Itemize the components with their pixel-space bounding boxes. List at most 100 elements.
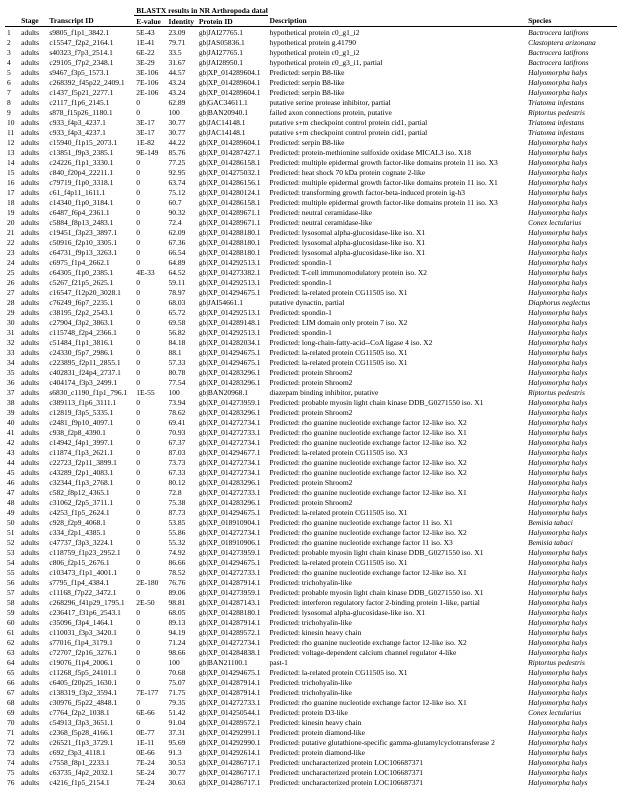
- cell-protein-id: gb|XP_014273959.1: [197, 547, 268, 557]
- cell-description: Predicted: uncharacterized protein LOC10…: [268, 767, 527, 777]
- cell-description: Predicted: spondin-1: [268, 327, 527, 337]
- cell-protein-id: gb|XP_014280124.1: [197, 187, 268, 197]
- cell-protein-id: gb|XP_014287914.1: [197, 677, 268, 687]
- cell-stage: adults: [19, 337, 47, 347]
- cell-stage: adults: [19, 667, 47, 677]
- cell-description: Predicted: trichohyalin-like: [268, 687, 527, 697]
- cell-evalue: 0: [134, 157, 166, 167]
- cell-evalue: 2E-180: [134, 577, 166, 587]
- cell-stage: adults: [19, 767, 47, 777]
- cell-transcript-id: s7795_f1p4_4384.1: [47, 577, 134, 587]
- cell-protein-id: gb|XP_014289148.1: [197, 317, 268, 327]
- cell-stage: adults: [19, 77, 47, 87]
- cell-num: 45: [5, 467, 19, 477]
- cell-protein-id: gb|XP_014286158.1: [197, 157, 268, 167]
- cell-num: 76: [5, 777, 19, 787]
- cell-species: Halyomorpha halys: [526, 767, 617, 777]
- cell-stage: adults: [19, 507, 47, 517]
- cell-transcript-id: c4253_f1p5_2624.1: [47, 507, 134, 517]
- cell-evalue: 2E-106: [134, 87, 166, 97]
- cell-description: Predicted: protein Shroom2: [268, 407, 527, 417]
- cell-identity: 43.24: [167, 87, 197, 97]
- cell-species: Halyomorpha halys: [526, 677, 617, 687]
- cell-stage: adults: [19, 457, 47, 467]
- cell-description: Predicted: la-related protein CG11505 is…: [268, 357, 527, 367]
- cell-species: Halyomorpha halys: [526, 367, 617, 377]
- cell-identity: 73.73: [167, 457, 197, 467]
- table-row: 11adultsc933_f4p3_4237.13E-1730.77gb|JAC…: [5, 127, 617, 137]
- table-row: 15adultsc840_f20p4_22211.1092.95gb|XP_01…: [5, 167, 617, 177]
- cell-num: 52: [5, 537, 19, 547]
- cell-transcript-id: c30976_f5p22_4848.1: [47, 697, 134, 707]
- cell-protein-id: gb|XP_014272734.1: [197, 457, 268, 467]
- cell-identity: 44.57: [167, 67, 197, 77]
- cell-species: Triatoma infestans: [526, 127, 617, 137]
- cell-evalue: 0: [134, 617, 166, 627]
- cell-protein-id: gb|XP_014292513.1: [197, 327, 268, 337]
- cell-identity: 91.04: [167, 717, 197, 727]
- cell-description: Predicted: lysosomal alpha-glucosidase-l…: [268, 607, 527, 617]
- cell-protein-id: gb|XP_014272734.1: [197, 467, 268, 477]
- cell-species: Halyomorpha halys: [526, 507, 617, 517]
- cell-transcript-id: c268392_f45p22_2409.1: [47, 77, 134, 87]
- cell-identity: 100: [167, 107, 197, 117]
- cell-transcript-id: c22723_f2p11_3899.1: [47, 457, 134, 467]
- cell-transcript-id: c14340_f1p0_3184.1: [47, 197, 134, 207]
- cell-identity: 87.03: [167, 447, 197, 457]
- cell-evalue: 1E-55: [134, 387, 166, 397]
- cell-evalue: 0: [134, 287, 166, 297]
- cell-species: Halyomorpha halys: [526, 577, 617, 587]
- cell-description: Predicted: la-related protein CG11505 is…: [268, 287, 527, 297]
- cell-stage: adults: [19, 397, 47, 407]
- cell-description: Predicted: rho guanine nucleotide exchan…: [268, 487, 527, 497]
- cell-num: 2: [5, 37, 19, 47]
- cell-stage: adults: [19, 497, 47, 507]
- cell-species: Halyomorpha halys: [526, 527, 617, 537]
- cell-evalue: 0: [134, 297, 166, 307]
- table-row: 56adultss7795_f1p4_4384.12E-18076.76gb|X…: [5, 577, 617, 587]
- cell-evalue: 3E-106: [134, 67, 166, 77]
- cell-transcript-id: c12819_f3p5_5335.1: [47, 407, 134, 417]
- cell-identity: 71.75: [167, 687, 197, 697]
- cell-protein-id: gb|XP_014292513.1: [197, 307, 268, 317]
- cell-species: Halyomorpha halys: [526, 757, 617, 767]
- cell-identity: 65.72: [167, 307, 197, 317]
- cell-evalue: 0: [134, 167, 166, 177]
- cell-num: 9: [5, 107, 19, 117]
- cell-num: 47: [5, 487, 19, 497]
- cell-protein-id: gb|XP_014283296.1: [197, 477, 268, 487]
- cell-transcript-id: c13851_f9p3_2385.1: [47, 147, 134, 157]
- table-row: 30adultsc27904_f3p2_3863.1069.58gb|XP_01…: [5, 317, 617, 327]
- table-row: 32adultsc51484_f1p1_3816.1084.18gb|XP_01…: [5, 337, 617, 347]
- cell-description: Predicted: rho guanine nucleotide exchan…: [268, 527, 527, 537]
- cell-evalue: 0: [134, 627, 166, 637]
- cell-protein-id: gb|XP_014286717.1: [197, 767, 268, 777]
- table-row: 24adultsc6975_f1p4_2662.1064.89gb|XP_014…: [5, 257, 617, 267]
- col-desc: Description: [268, 16, 527, 27]
- cell-species: Halyomorpha halys: [526, 317, 617, 327]
- cell-num: 28: [5, 297, 19, 307]
- cell-num: 29: [5, 307, 19, 317]
- cell-evalue: 7E-106: [134, 77, 166, 87]
- cell-protein-id: gb|JAI28950.1: [197, 57, 268, 67]
- cell-transcript-id: s77016_f1p4_3179.1: [47, 637, 134, 647]
- cell-identity: 79.71: [167, 37, 197, 47]
- cell-species: Bactrocera latifrons: [526, 27, 617, 38]
- cell-species: Halyomorpha halys: [526, 177, 617, 187]
- cell-transcript-id: c24330_f5p7_2986.1: [47, 347, 134, 357]
- cell-num: 42: [5, 437, 19, 447]
- cell-transcript-id: c2481_f9p10_4097.1: [47, 417, 134, 427]
- cell-protein-id: gb|XP_014287143.1: [197, 597, 268, 607]
- cell-description: Predicted: la-related protein CG11505 is…: [268, 447, 527, 457]
- cell-species: Diaphorus neglectus: [526, 297, 617, 307]
- cell-num: 46: [5, 477, 19, 487]
- cell-protein-id: gb|XP_014289572.1: [197, 627, 268, 637]
- table-row: 7adultsc1437_f5p21_2277.12E-10643.24gb|X…: [5, 87, 617, 97]
- cell-description: Predicted: probable myosin light chain k…: [268, 587, 527, 597]
- cell-evalue: 0: [134, 447, 166, 457]
- table-row: 13adultsc13851_f9p3_2385.19E-14985.76gb|…: [5, 147, 617, 157]
- cell-transcript-id: s9805_f1p1_3842.1: [47, 27, 134, 38]
- cell-identity: 75.12: [167, 187, 197, 197]
- cell-description: Predicted: trichohyalin-like: [268, 577, 527, 587]
- table-row: 47adultsc582_f8p12_4365.1072.8gb|XP_0142…: [5, 487, 617, 497]
